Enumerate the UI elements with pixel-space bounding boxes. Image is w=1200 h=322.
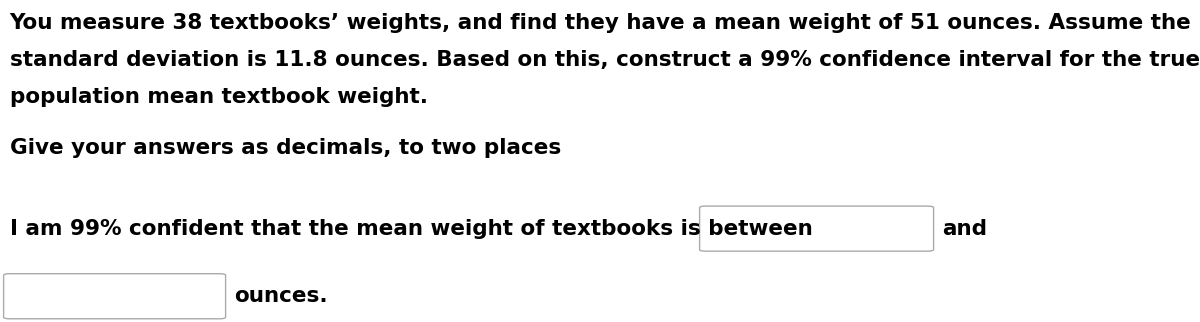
Text: population mean textbook weight.: population mean textbook weight. xyxy=(10,87,427,107)
Text: and: and xyxy=(942,219,986,239)
Text: You measure 38 textbooks’ weights, and find they have a mean weight of 51 ounces: You measure 38 textbooks’ weights, and f… xyxy=(10,13,1200,33)
Text: Give your answers as decimals, to two places: Give your answers as decimals, to two pl… xyxy=(10,138,560,158)
Text: ounces.: ounces. xyxy=(234,286,328,306)
Text: I am 99% confident that the mean weight of textbooks is between: I am 99% confident that the mean weight … xyxy=(10,219,812,239)
Text: standard deviation is 11.8 ounces. Based on this, construct a 99% confidence int: standard deviation is 11.8 ounces. Based… xyxy=(10,50,1200,70)
FancyBboxPatch shape xyxy=(4,274,226,319)
FancyBboxPatch shape xyxy=(700,206,934,251)
